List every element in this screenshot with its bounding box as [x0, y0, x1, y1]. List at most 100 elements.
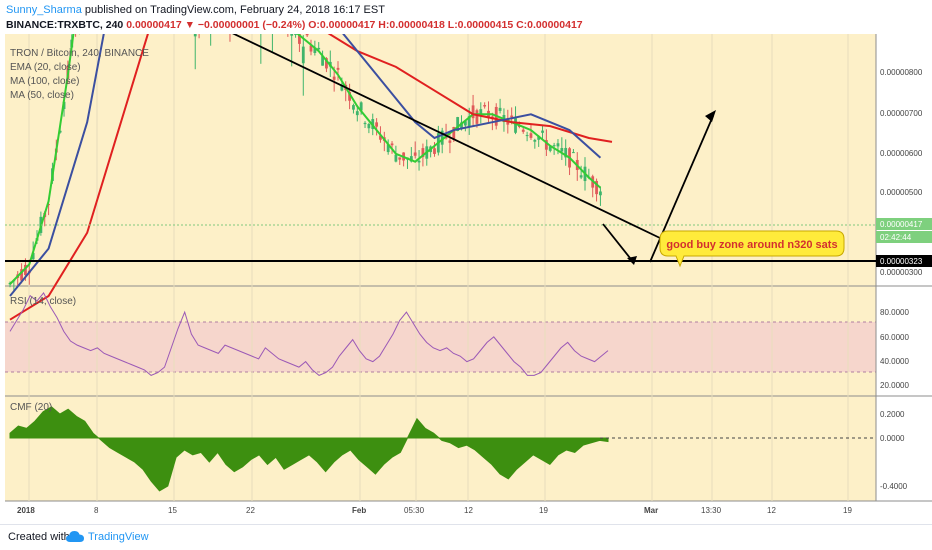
candle-body: [47, 204, 50, 206]
price-axis: 0.00000800 0.00000700 0.00000600 0.00000…: [880, 68, 923, 277]
callout-bubble: [659, 230, 845, 268]
time-tick: 05:30: [404, 506, 425, 515]
legend-ma50: MA (50, close): [10, 90, 74, 101]
candle-body: [363, 122, 367, 125]
cmf-label: CMF (20): [10, 402, 52, 413]
candle-body: [386, 144, 390, 153]
ohlc-line: BINANCE:TRXBTC, 240 0.00000417 ▼ −0.0000…: [6, 19, 583, 31]
rsi-band-fill: [5, 322, 876, 372]
price-tick: 0.00000500: [880, 188, 923, 197]
candle-body: [529, 133, 533, 138]
price-tick: 0.00000700: [880, 109, 923, 118]
ma100-line: [9, 34, 613, 321]
candle-body: [517, 125, 521, 127]
candle-body: [514, 118, 517, 133]
candle-body: [572, 152, 575, 154]
down-arrowhead: [627, 256, 637, 265]
candle-body: [367, 123, 371, 129]
rsi-tick: 60.0000: [880, 333, 909, 342]
candle-body: [463, 121, 467, 126]
chart-header: Sunny_Sharma published on TradingView.co…: [0, 0, 932, 34]
price-tick: 0.00000800: [880, 68, 923, 77]
author-link[interactable]: Sunny_Sharma: [6, 4, 82, 16]
chart-svg[interactable]: good buy zone around n320 sats TRON / Bi…: [0, 34, 932, 524]
candle-body: [421, 148, 425, 158]
up-arrowhead: [705, 110, 716, 122]
last-price-badge: [876, 218, 932, 230]
rsi-line-group: [9, 291, 609, 376]
candle-body: [579, 175, 583, 178]
candle-body: [564, 147, 568, 158]
candle-body: [290, 34, 294, 36]
symbol-label: BINANCE:TRXBTC, 240: [6, 19, 124, 31]
candle-body: [452, 127, 456, 140]
candle-body: [541, 130, 544, 133]
candle-body: [560, 148, 564, 152]
candle-body: [548, 146, 552, 151]
time-tick: 19: [539, 506, 548, 515]
candle-body: [301, 46, 305, 64]
candle-body: [433, 148, 436, 154]
buy-zone-callout[interactable]: good buy zone around n320 sats: [659, 230, 845, 268]
ohlc-values: O:0.00000417 H:0.00000418 L:0.00000415 C…: [308, 19, 583, 31]
time-tick: Mar: [644, 506, 658, 515]
rsi-axis: 80.0000 60.0000 40.0000 20.0000: [880, 308, 909, 390]
candle-body: [533, 139, 537, 142]
candle-body: [332, 76, 336, 80]
candle-body: [556, 143, 560, 147]
cmf-tick: 0.2000: [880, 410, 905, 419]
ma50-line: [9, 34, 602, 297]
candle-body: [479, 109, 483, 115]
last-price-badge-text: 0.00000417: [880, 220, 923, 229]
candle-body: [409, 156, 413, 162]
candle-body: [467, 116, 471, 127]
candle-body: [31, 252, 35, 260]
tradingview-brand[interactable]: TradingView: [88, 531, 149, 543]
candle-body: [321, 56, 324, 66]
rsi-label: RSI (14, close): [10, 296, 76, 307]
candle-body: [417, 160, 421, 163]
last-price: 0.00000417: [126, 19, 182, 31]
candle-body: [193, 34, 197, 37]
candle-body: [24, 264, 27, 276]
time-axis: 2018 8 15 22 Feb 05:30 12 19 Mar 13:30 1…: [17, 506, 852, 515]
cmf-area: [9, 406, 609, 492]
candle-body: [325, 58, 328, 69]
legend-title: TRON / Bitcoin, 240, BINANCE: [10, 48, 149, 59]
candle-body: [471, 105, 475, 119]
candle-body: [510, 115, 514, 118]
price-tick: 0.00000600: [880, 149, 923, 158]
support-badge-text: 0.00000323: [880, 257, 923, 266]
time-tick: 22: [246, 506, 255, 515]
candle-body: [305, 34, 309, 36]
candle-body: [460, 122, 463, 130]
candle-body: [359, 102, 363, 111]
descending-trendline[interactable]: [230, 34, 661, 239]
tradingview-cloud-icon[interactable]: [66, 530, 84, 549]
time-tick: 12: [464, 506, 473, 515]
cmf-axis: 0.2000 0.0000 -0.4000: [880, 410, 908, 491]
legend-ma100: MA (100, close): [10, 76, 79, 87]
time-tick: 15: [168, 506, 177, 515]
candle-body: [390, 143, 394, 146]
cmf-tick: 0.0000: [880, 434, 905, 443]
time-tick: 8: [94, 506, 99, 515]
rsi-tick: 80.0000: [880, 308, 909, 317]
candle-body: [456, 117, 460, 131]
down-arrow-line[interactable]: [602, 223, 635, 264]
candle-body: [525, 135, 529, 137]
legend-ema: EMA (20, close): [10, 62, 81, 73]
grid-lines: [28, 34, 849, 501]
callout-text: good buy zone around n320 sats: [666, 239, 837, 251]
time-tick: 2018: [17, 506, 35, 515]
support-badge: [876, 255, 932, 267]
candle-body: [352, 105, 355, 110]
footer: Created with TradingView: [0, 524, 932, 550]
created-with-text: Created with: [8, 531, 70, 543]
candle-body: [394, 154, 398, 162]
candle-body: [498, 107, 502, 111]
candle-body: [440, 130, 444, 145]
ema20-line: [9, 34, 602, 285]
candle-body: [340, 84, 344, 91]
time-tick: 12: [767, 506, 776, 515]
